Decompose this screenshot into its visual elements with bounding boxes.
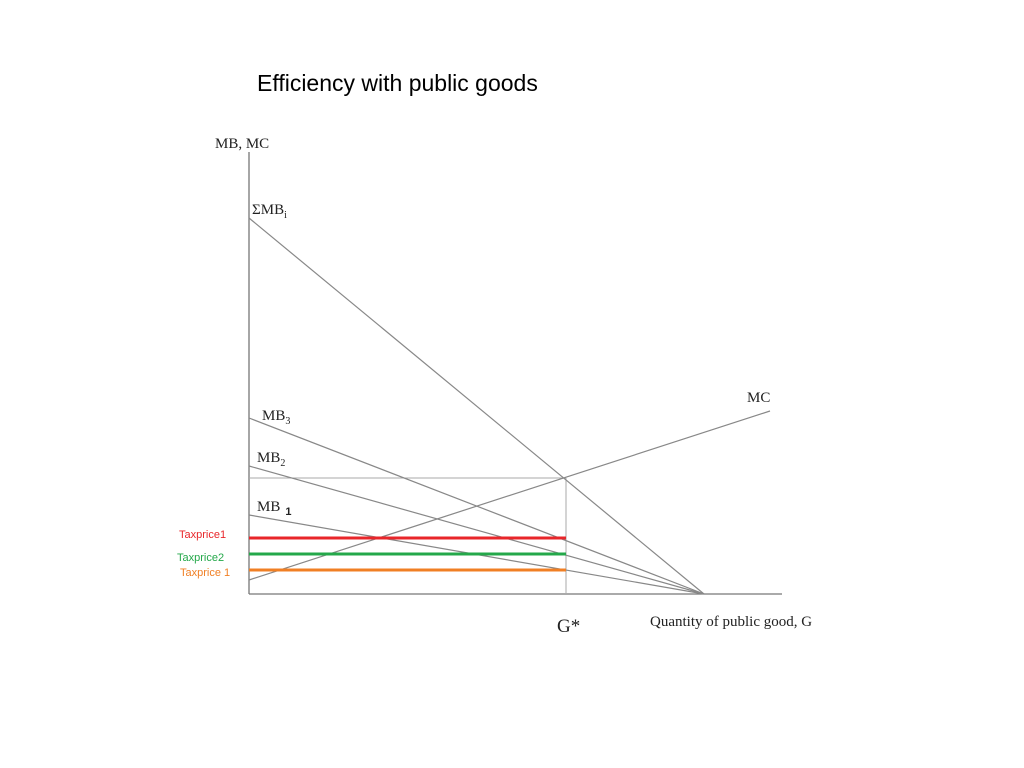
x-axis-label: Quantity of public good, G xyxy=(650,614,812,630)
mb1-label-base: MB xyxy=(257,499,280,515)
taxprice1-label: Taxprice1 xyxy=(179,529,226,541)
equilibrium-quantity-label: G* xyxy=(557,616,580,637)
mc-curve xyxy=(248,410,771,581)
mb2-label-subscript: 2 xyxy=(280,458,285,469)
sum-mb-label-base: ΣMB xyxy=(252,202,284,218)
mc-label: MC xyxy=(747,390,770,406)
mb2-curve xyxy=(248,465,705,595)
mb1-label-subscript: 1 xyxy=(285,506,291,518)
taxprice-one-label: Taxprice 1 xyxy=(180,567,230,579)
mb3-label-base: MB xyxy=(262,408,285,424)
mb3-label-subscript: 3 xyxy=(285,416,290,427)
sum-mb-label-subscript: i xyxy=(284,210,287,221)
sum-mb-curve xyxy=(248,217,705,595)
y-axis-label: MB, MC xyxy=(215,136,269,152)
slide-title: Efficiency with public goods xyxy=(257,70,538,96)
mb1-label: MB 1 xyxy=(257,499,291,518)
mb3-label: MB3 xyxy=(262,408,290,427)
taxprice2-label: Taxprice2 xyxy=(177,552,224,564)
mb2-label-base: MB xyxy=(257,450,280,466)
sum-mb-label: ΣMBi xyxy=(252,202,287,221)
mb2-label: MB2 xyxy=(257,450,285,469)
